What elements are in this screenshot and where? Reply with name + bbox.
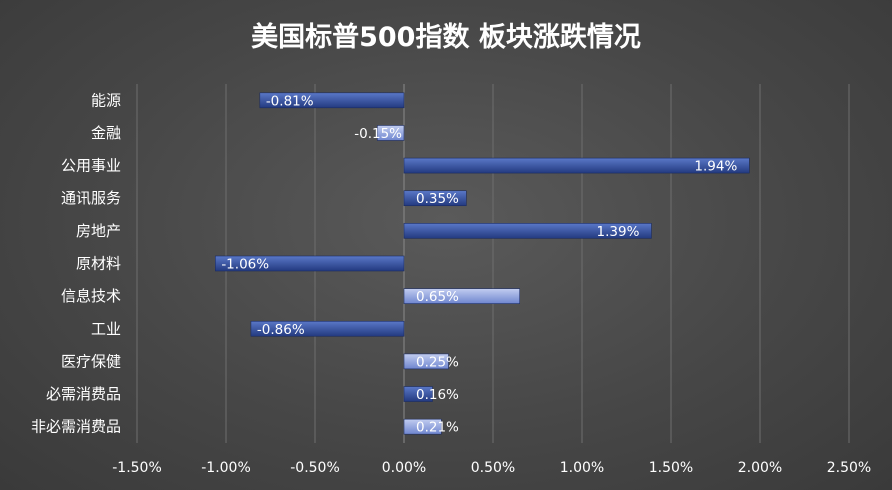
data-label: -0.15% bbox=[354, 126, 402, 142]
data-label: 0.25% bbox=[416, 354, 459, 370]
bar bbox=[403, 418, 442, 435]
bar bbox=[403, 223, 652, 239]
x-tick-label: -1.00% bbox=[201, 460, 251, 476]
data-label: 0.35% bbox=[416, 191, 459, 207]
bar bbox=[403, 157, 750, 174]
data-label: -0.81% bbox=[266, 93, 314, 109]
x-tick-label: 2.00% bbox=[738, 460, 782, 476]
x-tick-label: -1.50% bbox=[112, 460, 162, 476]
category-label: 原材料 bbox=[76, 255, 121, 273]
bar bbox=[250, 320, 405, 337]
category-label: 医疗保健 bbox=[61, 352, 121, 370]
category-label: 必需消费品 bbox=[46, 385, 121, 403]
bar bbox=[259, 92, 405, 109]
x-tick-label: 0.50% bbox=[471, 460, 515, 476]
bar bbox=[403, 288, 520, 304]
chart-title: 美国标普500指数 板块涨跌情况 bbox=[251, 21, 641, 53]
data-label: 0.16% bbox=[416, 387, 459, 403]
category-label: 通讯服务 bbox=[61, 189, 121, 207]
bar bbox=[376, 125, 405, 141]
bars bbox=[215, 92, 750, 435]
category-label: 信息技术 bbox=[61, 287, 121, 305]
bar bbox=[403, 386, 433, 402]
x-tick-label: 0.00% bbox=[382, 460, 426, 476]
x-tick-label: 1.50% bbox=[649, 460, 693, 476]
gridlines bbox=[136, 84, 850, 443]
data-label: 1.94% bbox=[694, 159, 737, 175]
category-label: 公用事业 bbox=[61, 157, 121, 175]
category-label: 工业 bbox=[91, 320, 121, 338]
data-label: 1.39% bbox=[597, 224, 640, 240]
x-tick-label: 2.50% bbox=[827, 460, 871, 476]
bar bbox=[403, 190, 467, 207]
data-label: 0.21% bbox=[416, 420, 459, 436]
x-axis-tick-labels: -1.50% -1.00% -0.50% 0.00% 0.50% 1.00% 1.50% 2.… bbox=[112, 460, 871, 476]
data-label: -0.86% bbox=[257, 322, 305, 338]
bar bbox=[403, 353, 449, 370]
x-tick-label: -0.50% bbox=[290, 460, 340, 476]
category-label: 非必需消费品 bbox=[31, 418, 121, 436]
category-label: 能源 bbox=[91, 91, 121, 109]
data-labels: -0.81% -0.15% 1.94% 0.35% 1.39% -1.06% 0.65% -0… bbox=[221, 93, 737, 435]
data-label: -1.06% bbox=[221, 257, 269, 273]
category-label: 金融 bbox=[91, 124, 121, 142]
x-tick-label: 1.00% bbox=[560, 460, 604, 476]
bar bbox=[215, 255, 405, 272]
category-label: 房地产 bbox=[76, 222, 121, 240]
data-label: 0.65% bbox=[416, 289, 459, 305]
